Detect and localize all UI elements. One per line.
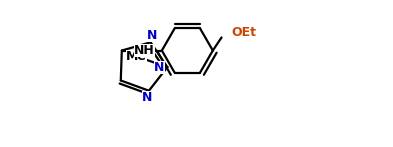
Text: OEt: OEt — [232, 26, 257, 39]
Text: NH: NH — [134, 44, 155, 57]
Text: Me: Me — [126, 50, 147, 63]
Text: N: N — [142, 91, 152, 105]
Text: N: N — [154, 61, 165, 74]
Text: N: N — [147, 29, 158, 42]
